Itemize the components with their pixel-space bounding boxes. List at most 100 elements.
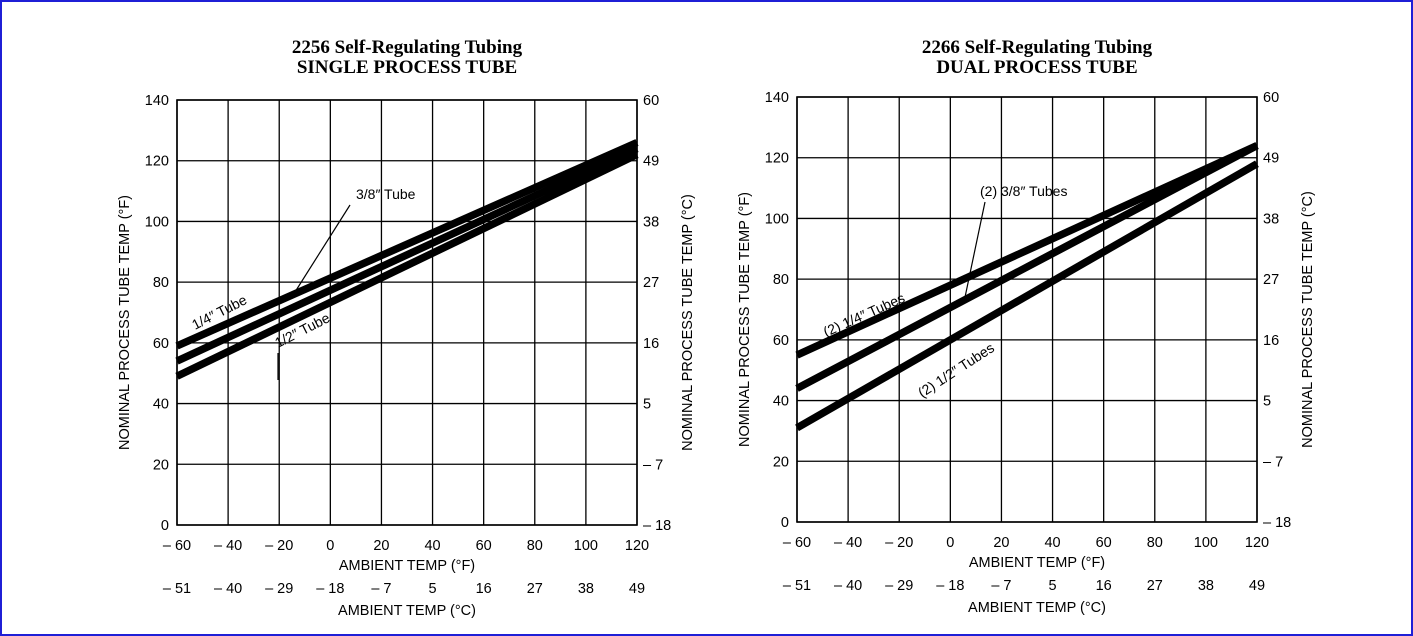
series-line	[795, 142, 1259, 359]
y-tick-label: 120	[145, 154, 169, 170]
x-tick-label: – 40	[834, 535, 862, 551]
x2-tick-label: 5	[1049, 578, 1057, 594]
y2-axis-label: NOMINAL PROCESS TUBE TEMP (°C)	[1300, 191, 1316, 448]
y2-tick-label: – 7	[643, 457, 663, 473]
y-tick-label: 20	[153, 457, 169, 473]
x2-tick-label: 16	[476, 581, 492, 597]
x-tick-label: 80	[527, 538, 543, 554]
plot-area	[176, 99, 638, 526]
y-tick-label: 20	[773, 454, 789, 470]
y-tick-label: 100	[765, 211, 789, 227]
x2-tick-label: 5	[429, 581, 437, 597]
x2-tick-label: 27	[1147, 578, 1163, 594]
y-axis-label: NOMINAL PROCESS TUBE TEMP (°F)	[117, 195, 133, 450]
y2-tick-label: – 18	[1263, 515, 1291, 531]
series-line	[175, 145, 639, 365]
y-tick-label: 100	[145, 214, 169, 230]
y2-tick-label: 5	[1263, 394, 1271, 410]
y-tick-label: 0	[781, 515, 789, 531]
x-tick-label: 0	[326, 538, 334, 554]
x-tick-label: 0	[946, 535, 954, 551]
y-tick-label: 0	[161, 518, 169, 534]
series-line	[795, 142, 1259, 392]
plot-area	[796, 96, 1258, 523]
x2-tick-label: 16	[1096, 578, 1112, 594]
x-tick-label: 100	[574, 538, 598, 554]
series-line	[795, 160, 1259, 432]
x-tick-label: 20	[373, 538, 389, 554]
x-axis-label: AMBIENT TEMP (°F)	[339, 558, 475, 574]
x-tick-label: – 60	[163, 538, 191, 554]
y-tick-label: 80	[153, 275, 169, 291]
x2-tick-label: – 7	[991, 578, 1011, 594]
x2-tick-label: 38	[578, 581, 594, 597]
x-tick-label: – 20	[265, 538, 293, 554]
y2-tick-label: – 7	[1263, 454, 1283, 470]
chart-subtitle: DUAL PROCESS TUBE	[936, 57, 1137, 78]
y2-tick-label: 60	[643, 93, 659, 109]
series-line	[175, 139, 639, 350]
y2-tick-label: – 18	[643, 518, 671, 534]
series-line	[175, 151, 639, 380]
series-label: (2) 1/2″ Tubes	[915, 339, 997, 400]
y-tick-label: 140	[145, 93, 169, 109]
y-tick-label: 40	[153, 397, 169, 413]
x2-axis-label: AMBIENT TEMP (°C)	[338, 603, 476, 619]
x2-axis-label: AMBIENT TEMP (°C)	[968, 600, 1106, 616]
y-tick-label: 80	[773, 272, 789, 288]
x2-tick-label: 27	[527, 581, 543, 597]
x2-tick-label: 49	[1249, 578, 1265, 594]
x-tick-label: 80	[1147, 535, 1163, 551]
x-tick-label: 100	[1194, 535, 1218, 551]
x-tick-label: 120	[625, 538, 649, 554]
x-axis-label: AMBIENT TEMP (°F)	[969, 555, 1105, 571]
series-label: (2) 3/8″ Tubes	[980, 183, 1067, 199]
y-tick-label: 40	[773, 394, 789, 410]
x2-tick-label: – 7	[371, 581, 391, 597]
x2-tick-label: – 51	[783, 578, 811, 594]
x2-tick-label: – 40	[214, 581, 242, 597]
x-tick-label: 40	[1044, 535, 1060, 551]
y2-tick-label: 38	[643, 214, 659, 230]
x-tick-label: 20	[993, 535, 1009, 551]
chart-subtitle: SINGLE PROCESS TUBE	[297, 57, 517, 78]
series-leader-line	[294, 204, 351, 293]
x-tick-label: 120	[1245, 535, 1269, 551]
x2-tick-label: – 18	[316, 581, 344, 597]
series-leader-line	[963, 201, 986, 303]
y2-tick-label: 38	[1263, 211, 1279, 227]
x-tick-label: 40	[424, 538, 440, 554]
y-tick-label: 120	[765, 151, 789, 167]
x-tick-label: 60	[1096, 535, 1112, 551]
y-tick-label: 60	[153, 336, 169, 352]
y2-tick-label: 16	[643, 336, 659, 352]
x2-tick-label: – 40	[834, 578, 862, 594]
chart-title: 2256 Self-Regulating Tubing	[292, 37, 523, 58]
y2-axis-label: NOMINAL PROCESS TUBE TEMP (°C)	[680, 194, 696, 451]
y-axis-label: NOMINAL PROCESS TUBE TEMP (°F)	[737, 192, 753, 447]
x-tick-label: – 20	[885, 535, 913, 551]
series-label: 3/8″ Tube	[356, 186, 416, 202]
y2-tick-label: 27	[1263, 272, 1279, 288]
x2-tick-label: – 29	[265, 581, 293, 597]
y2-tick-label: 49	[643, 154, 659, 170]
y-tick-label: 60	[773, 333, 789, 349]
x-tick-label: 60	[476, 538, 492, 554]
y2-tick-label: 5	[643, 397, 651, 413]
y2-tick-label: 16	[1263, 333, 1279, 349]
y2-tick-label: 27	[643, 275, 659, 291]
x2-tick-label: 49	[629, 581, 645, 597]
y2-tick-label: 49	[1263, 151, 1279, 167]
chart-title: 2266 Self-Regulating Tubing	[922, 37, 1153, 58]
x2-tick-label: 38	[1198, 578, 1214, 594]
x2-tick-label: – 29	[885, 578, 913, 594]
x2-tick-label: – 51	[163, 581, 191, 597]
x-tick-label: – 40	[214, 538, 242, 554]
x-tick-label: – 60	[783, 535, 811, 551]
x2-tick-label: – 18	[936, 578, 964, 594]
y2-tick-label: 60	[1263, 90, 1279, 106]
